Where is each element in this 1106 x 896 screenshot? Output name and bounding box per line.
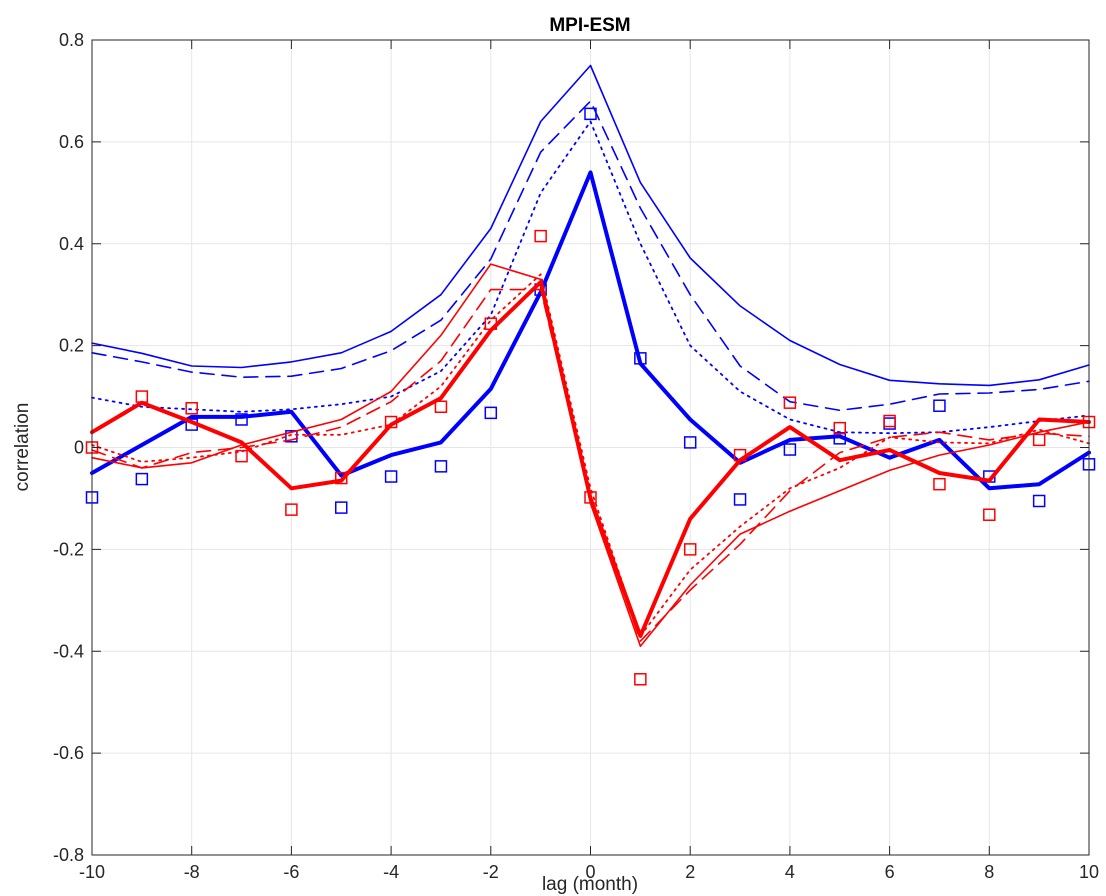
y-tick-marks [92,39,1089,856]
x-tick-label: -10 [79,862,105,882]
x-tick-label: 4 [785,862,795,882]
series-red-marker [484,317,498,330]
y-tick-label: 0.4 [59,234,84,254]
series-blue-marker [285,430,298,443]
x-tick-label: -6 [283,862,299,882]
series-red-marker [534,229,547,243]
y-tick-label: 0 [74,438,84,458]
x-tick-label: 0 [585,862,595,882]
series-red-marker [434,400,448,413]
series-red-marker [983,508,996,521]
x-tick-label: 6 [885,862,895,882]
x-tick-label: 10 [1079,862,1099,882]
series-blue-marker [584,107,597,121]
series-blue-marker [733,493,747,506]
series-red-marker [384,415,398,429]
series-blue-marker [783,443,797,456]
series-layer [85,64,1096,686]
series-red-marker [733,448,747,462]
series-blue-marker [335,501,348,514]
x-tick-label: -8 [184,862,200,882]
series-blue-marker [434,460,448,473]
series-red-marker [933,477,946,491]
series-blue-marker [933,399,946,412]
series-red-marker [783,396,797,409]
series-red-marker [683,543,697,556]
series-blue-marker [135,472,149,486]
series-blue-marker [484,406,498,420]
series-blue-thin-solid-line [91,64,1090,387]
y-tick-label: 0.8 [59,30,84,50]
chart-title: MPI-ESM [549,15,630,36]
y-tick-label: -0.8 [53,845,84,865]
y-tick-label: 0.6 [59,132,84,152]
series-red-marker [335,471,348,485]
series-blue-marker [235,413,248,426]
x-tick-label: 2 [685,862,695,882]
x-tick-label: -4 [383,862,399,882]
series-blue-thick-solid-line [90,170,1091,491]
x-tick-label: -2 [483,862,499,882]
y-tick-label: -0.4 [53,641,84,661]
series-red-thick-solid-line [90,280,1091,638]
series-red-marker [634,673,647,686]
series-red-marker [883,414,896,428]
series-blue-marker [634,352,647,365]
series-blue-marker [833,432,846,445]
series-red-dotted-line [91,273,1090,637]
x-tick-label: 8 [984,862,994,882]
series-red-marker [833,421,846,435]
series-red-marker [235,449,248,463]
series-red-marker [584,491,597,504]
x-axis-label: lag (month) [542,874,638,895]
series-blue-dotted-line [91,120,1090,435]
series-blue-dashed-line [91,100,1090,412]
y-tick-labels: -0.8 -0.6 -0.4 -0.2 0 0.2 0.4 0.6 0.8 [53,30,84,865]
series-blue-marker [1032,494,1046,508]
x-tick-labels: -10 -8 -6 -4 -2 0 2 4 6 8 10 [79,862,1099,882]
y-tick-label: -0.2 [53,539,84,559]
series-blue-marker [384,470,398,483]
y-tick-label: -0.6 [53,743,84,763]
series-red-marker [185,402,198,415]
x-tick-marks [91,40,1090,855]
series-red-marker [135,390,149,403]
series-red-marker [1032,433,1046,447]
series-red-marker [285,503,298,516]
series-blue-marker [683,436,697,449]
y-axis-label: correlation [12,403,33,492]
y-tick-label: 0.2 [59,336,84,356]
